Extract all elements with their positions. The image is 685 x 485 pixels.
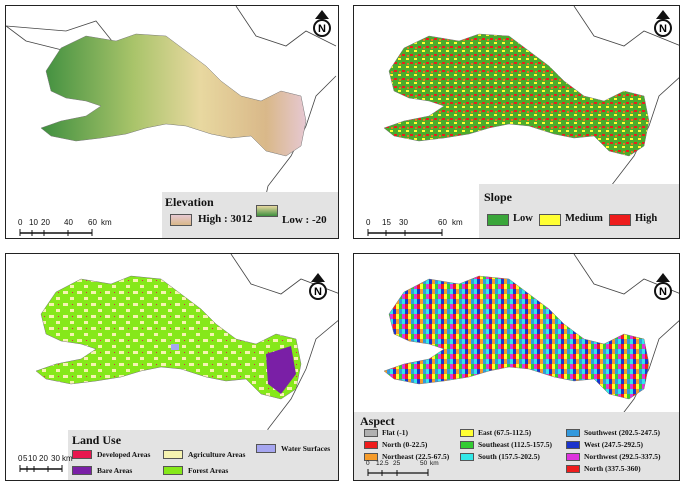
high-swatch bbox=[170, 214, 192, 226]
elevation-legend: Elevation High : 3012 Low : -20 bbox=[162, 192, 338, 238]
north-label: North (0-22.5) bbox=[382, 440, 428, 449]
low-swatch bbox=[256, 205, 278, 217]
south-label: South (157.5-202.5) bbox=[478, 452, 540, 461]
flat-label: Flat (-1) bbox=[382, 428, 409, 437]
low-swatch bbox=[487, 214, 509, 226]
slope-legend: Slope Low Medium High bbox=[479, 184, 679, 238]
forest-label: Forest Areas bbox=[188, 466, 229, 475]
scale-bar: 0 15 30 60 km bbox=[366, 218, 463, 236]
legend-title: Elevation bbox=[165, 195, 214, 209]
slope-map-panel: N Slope Low Medium High 0 15 30 60 km bbox=[353, 5, 680, 239]
water-label: Water Surfaces bbox=[281, 444, 331, 453]
svg-text:N: N bbox=[318, 23, 326, 35]
aspect-map-panel: N Aspect Flat (-1) North (0-22.5) Northe… bbox=[353, 253, 680, 481]
agriculture-label: Agriculture Areas bbox=[188, 450, 246, 459]
north-arrow-icon: N bbox=[311, 9, 333, 39]
svg-text:N: N bbox=[314, 286, 322, 298]
forest-swatch bbox=[163, 466, 183, 475]
scale-bar: 0 10 20 40 60 km bbox=[18, 218, 112, 236]
north-arrow-icon: N bbox=[652, 272, 674, 302]
scale-bar: 0 5 10 20 30 km bbox=[18, 454, 73, 472]
east-label: East (67.5-112.5) bbox=[478, 428, 532, 437]
svg-text:N: N bbox=[659, 286, 667, 298]
water-swatch bbox=[256, 444, 276, 453]
agriculture-swatch bbox=[163, 450, 183, 459]
aspect-legend: Aspect Flat (-1) North (0-22.5) Northeas… bbox=[354, 412, 679, 480]
study-area-landuse bbox=[35, 275, 302, 400]
developed-label: Developed Areas bbox=[97, 450, 151, 459]
southeast-label: Southeast (112.5-157.5) bbox=[478, 440, 552, 449]
northwest-label: Northwest (292.5-337.5) bbox=[584, 452, 661, 461]
elevation-map-panel: N Elevation High : 3012 Low : -20 0 10 2… bbox=[5, 5, 339, 239]
north-arrow-icon: N bbox=[652, 9, 674, 39]
high-label: High bbox=[635, 213, 658, 224]
developed-swatch bbox=[72, 450, 92, 459]
northeast-swatch bbox=[364, 453, 378, 461]
southeast-swatch bbox=[460, 441, 474, 449]
northeast-label: Northeast (22.5-67.5) bbox=[382, 452, 450, 461]
landuse-legend: Land Use Developed Areas Agriculture Are… bbox=[68, 430, 338, 480]
bare-label: Bare Areas bbox=[97, 466, 133, 475]
bare-swatch bbox=[72, 466, 92, 475]
legend-title: Aspect bbox=[360, 414, 395, 428]
southwest-swatch bbox=[566, 429, 580, 437]
landuse-map bbox=[35, 254, 338, 480]
southwest-label: Southwest (202.5-247.5) bbox=[584, 428, 661, 437]
north-360-label: North (337.5-360) bbox=[584, 464, 641, 473]
north-360-swatch bbox=[566, 465, 580, 473]
west-swatch bbox=[566, 441, 580, 449]
legend-title: Slope bbox=[484, 190, 513, 204]
low-label: Low bbox=[513, 213, 533, 224]
medium-label: Medium bbox=[565, 213, 603, 224]
high-label: High : 3012 bbox=[198, 213, 253, 225]
flat-swatch bbox=[364, 429, 378, 437]
svg-text:N: N bbox=[659, 23, 667, 35]
low-label: Low : -20 bbox=[282, 214, 327, 226]
high-swatch bbox=[609, 214, 631, 226]
east-swatch bbox=[460, 429, 474, 437]
medium-swatch bbox=[539, 214, 561, 226]
study-area-elevation bbox=[40, 33, 307, 157]
study-area-slope bbox=[383, 33, 650, 157]
north-swatch bbox=[364, 441, 378, 449]
landuse-map-panel: N Land Use Developed Areas Agriculture A… bbox=[5, 253, 339, 481]
scale-bar: 0 12.5 25 50 km bbox=[366, 460, 439, 476]
west-label: West (247.5-292.5) bbox=[584, 440, 643, 449]
south-swatch bbox=[460, 453, 474, 461]
north-arrow-icon: N bbox=[307, 272, 329, 302]
northwest-swatch bbox=[566, 453, 580, 461]
study-area-aspect bbox=[383, 275, 650, 400]
legend-title: Land Use bbox=[72, 433, 122, 447]
